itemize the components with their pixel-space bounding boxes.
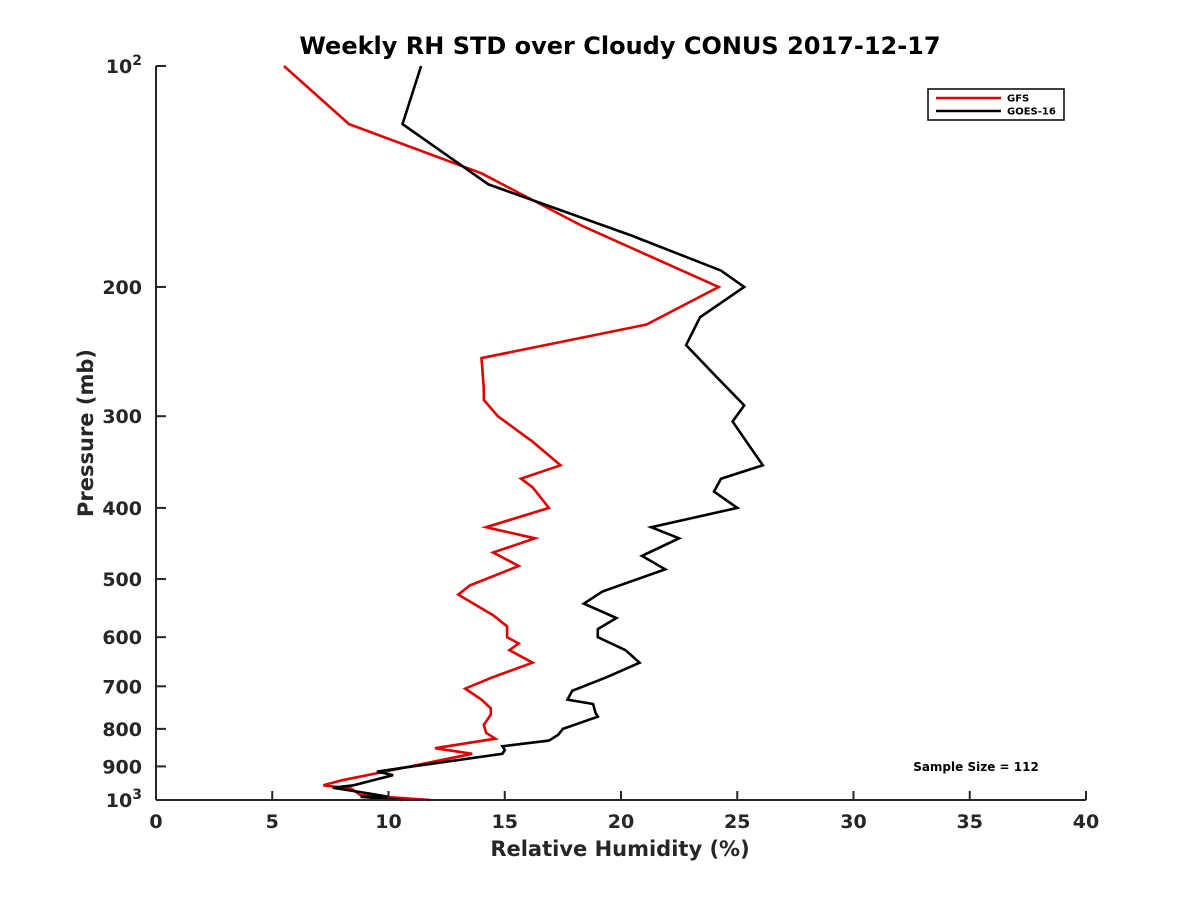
legend-label: GOES-16 [1007,107,1056,118]
x-tick-label: 35 [957,811,983,833]
x-tick-label: 0 [149,811,162,833]
plot-area [283,65,765,802]
x-tick-label: 15 [492,811,518,833]
series-line-gfs [283,65,722,802]
y-tick-label: 900 [102,756,142,778]
y-tick-label: 300 [102,406,142,428]
legend-box [927,88,1065,121]
legend-label: GFS [1007,94,1029,105]
x-tick-label: 40 [1073,811,1099,833]
y-axis-label: Pressure (mb) [74,349,98,517]
y-tick-label: 800 [102,719,142,741]
x-tick-label: 10 [375,811,401,833]
y-tick-label: 700 [102,676,142,698]
chart-title: Weekly RH STD over Cloudy CONUS 2017-12-… [299,32,940,60]
x-tick-label: 30 [840,811,866,833]
series-line-goes-16 [332,65,765,802]
x-axis-label: Relative Humidity (%) [490,837,749,861]
legend: GFS GOES-16 [927,88,1065,121]
y-tick-label: 500 [102,569,142,591]
y-tick-label: 103 [106,787,142,812]
sample-size-annotation: Sample Size = 112 [913,760,1039,774]
x-tick-label: 20 [608,811,634,833]
axes [155,66,1086,801]
y-tick-label: 400 [102,498,142,520]
y-ticks: 102 200 300 400 500 600 700 800 900 103 [102,53,166,812]
x-ticks: 0 5 10 15 20 25 30 35 40 [149,791,1099,833]
y-tick-label: 600 [102,627,142,649]
y-tick-label: 102 [106,53,142,78]
x-tick-label: 5 [266,811,279,833]
x-tick-label: 25 [724,811,750,833]
y-tick-label: 200 [102,277,142,299]
